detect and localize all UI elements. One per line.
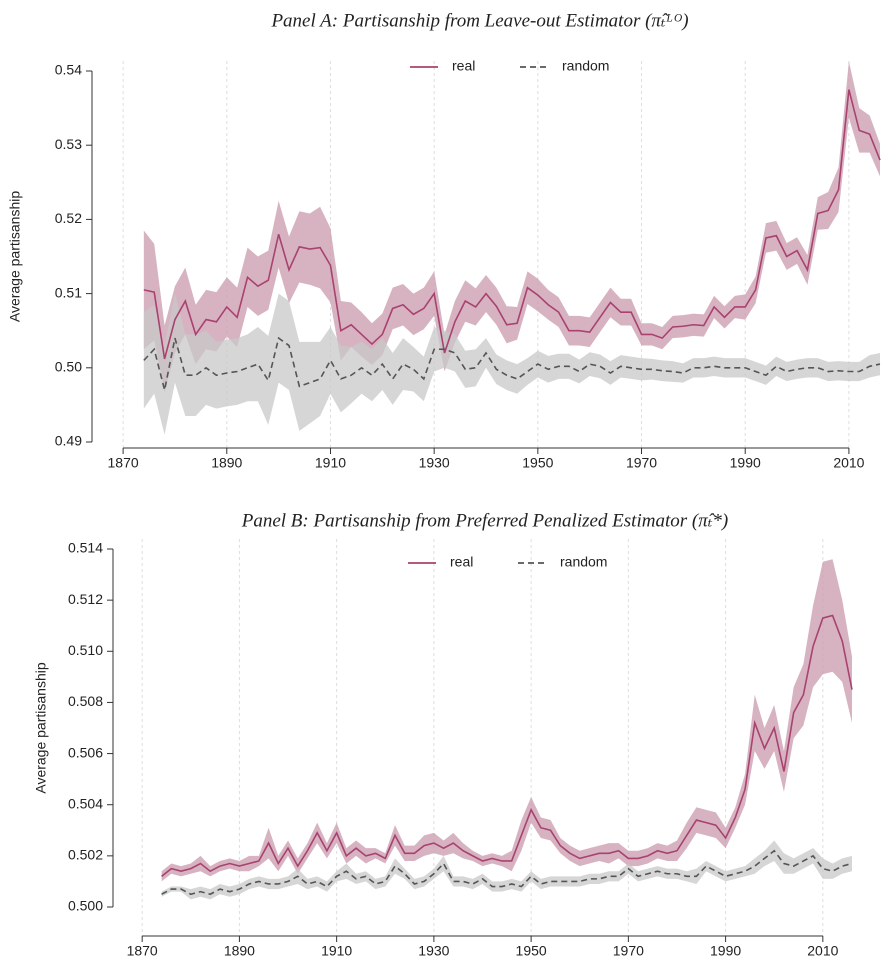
- y-tick-label: 0.500: [68, 898, 103, 914]
- x-tick-label: 1890: [224, 943, 255, 956]
- legend-label: random: [562, 58, 609, 74]
- series-line: [161, 849, 853, 896]
- x-tick-label: 1970: [613, 943, 644, 956]
- x-tick-label: 1930: [419, 455, 450, 471]
- y-axis-label: Average partisanship: [7, 191, 23, 322]
- x-tick-label: 2010: [833, 455, 864, 471]
- x-tick-label: 1910: [315, 455, 346, 471]
- y-tick-label: 0.506: [68, 744, 103, 760]
- confidence-band: [143, 61, 880, 393]
- x-tick-label: 1990: [730, 455, 761, 471]
- x-tick-label: 1930: [418, 943, 449, 956]
- confidence-band: [143, 293, 880, 435]
- y-tick-label: 0.50: [55, 359, 82, 375]
- y-tick-label: 0.52: [55, 210, 82, 226]
- y-tick-label: 0.53: [55, 136, 82, 152]
- y-tick-label: 0.49: [55, 433, 82, 449]
- legend-label: real: [452, 58, 475, 74]
- y-tick-label: 0.502: [68, 847, 103, 863]
- x-tick-label: 1950: [516, 943, 547, 956]
- panel-title: Panel A: Partisanship from Leave-out Est…: [270, 10, 688, 31]
- confidence-band: [161, 559, 853, 882]
- x-tick-label: 1890: [211, 455, 242, 471]
- y-tick-label: 0.512: [68, 591, 103, 607]
- series-line: [143, 89, 881, 360]
- y-tick-label: 0.510: [68, 642, 103, 658]
- x-tick-label: 2010: [807, 943, 838, 956]
- y-tick-label: 0.51: [55, 284, 82, 300]
- legend-label: random: [560, 554, 607, 570]
- x-tick-label: 1950: [522, 455, 553, 471]
- series-line: [161, 614, 853, 877]
- y-tick-label: 0.508: [68, 693, 103, 709]
- y-tick-label: 0.504: [68, 795, 103, 811]
- y-axis-label: Average partisanship: [33, 662, 49, 793]
- legend-label: real: [450, 554, 473, 570]
- panel-title: Panel B: Partisanship from Preferred Pen…: [241, 510, 729, 531]
- x-tick-label: 1970: [626, 455, 657, 471]
- x-tick-label: 1910: [321, 943, 352, 956]
- x-tick-label: 1990: [710, 943, 741, 956]
- y-tick-label: 0.514: [68, 540, 103, 556]
- series-line: [143, 336, 881, 391]
- x-tick-label: 1870: [127, 943, 158, 956]
- x-tick-label: 1870: [108, 455, 139, 471]
- y-tick-label: 0.54: [55, 62, 82, 78]
